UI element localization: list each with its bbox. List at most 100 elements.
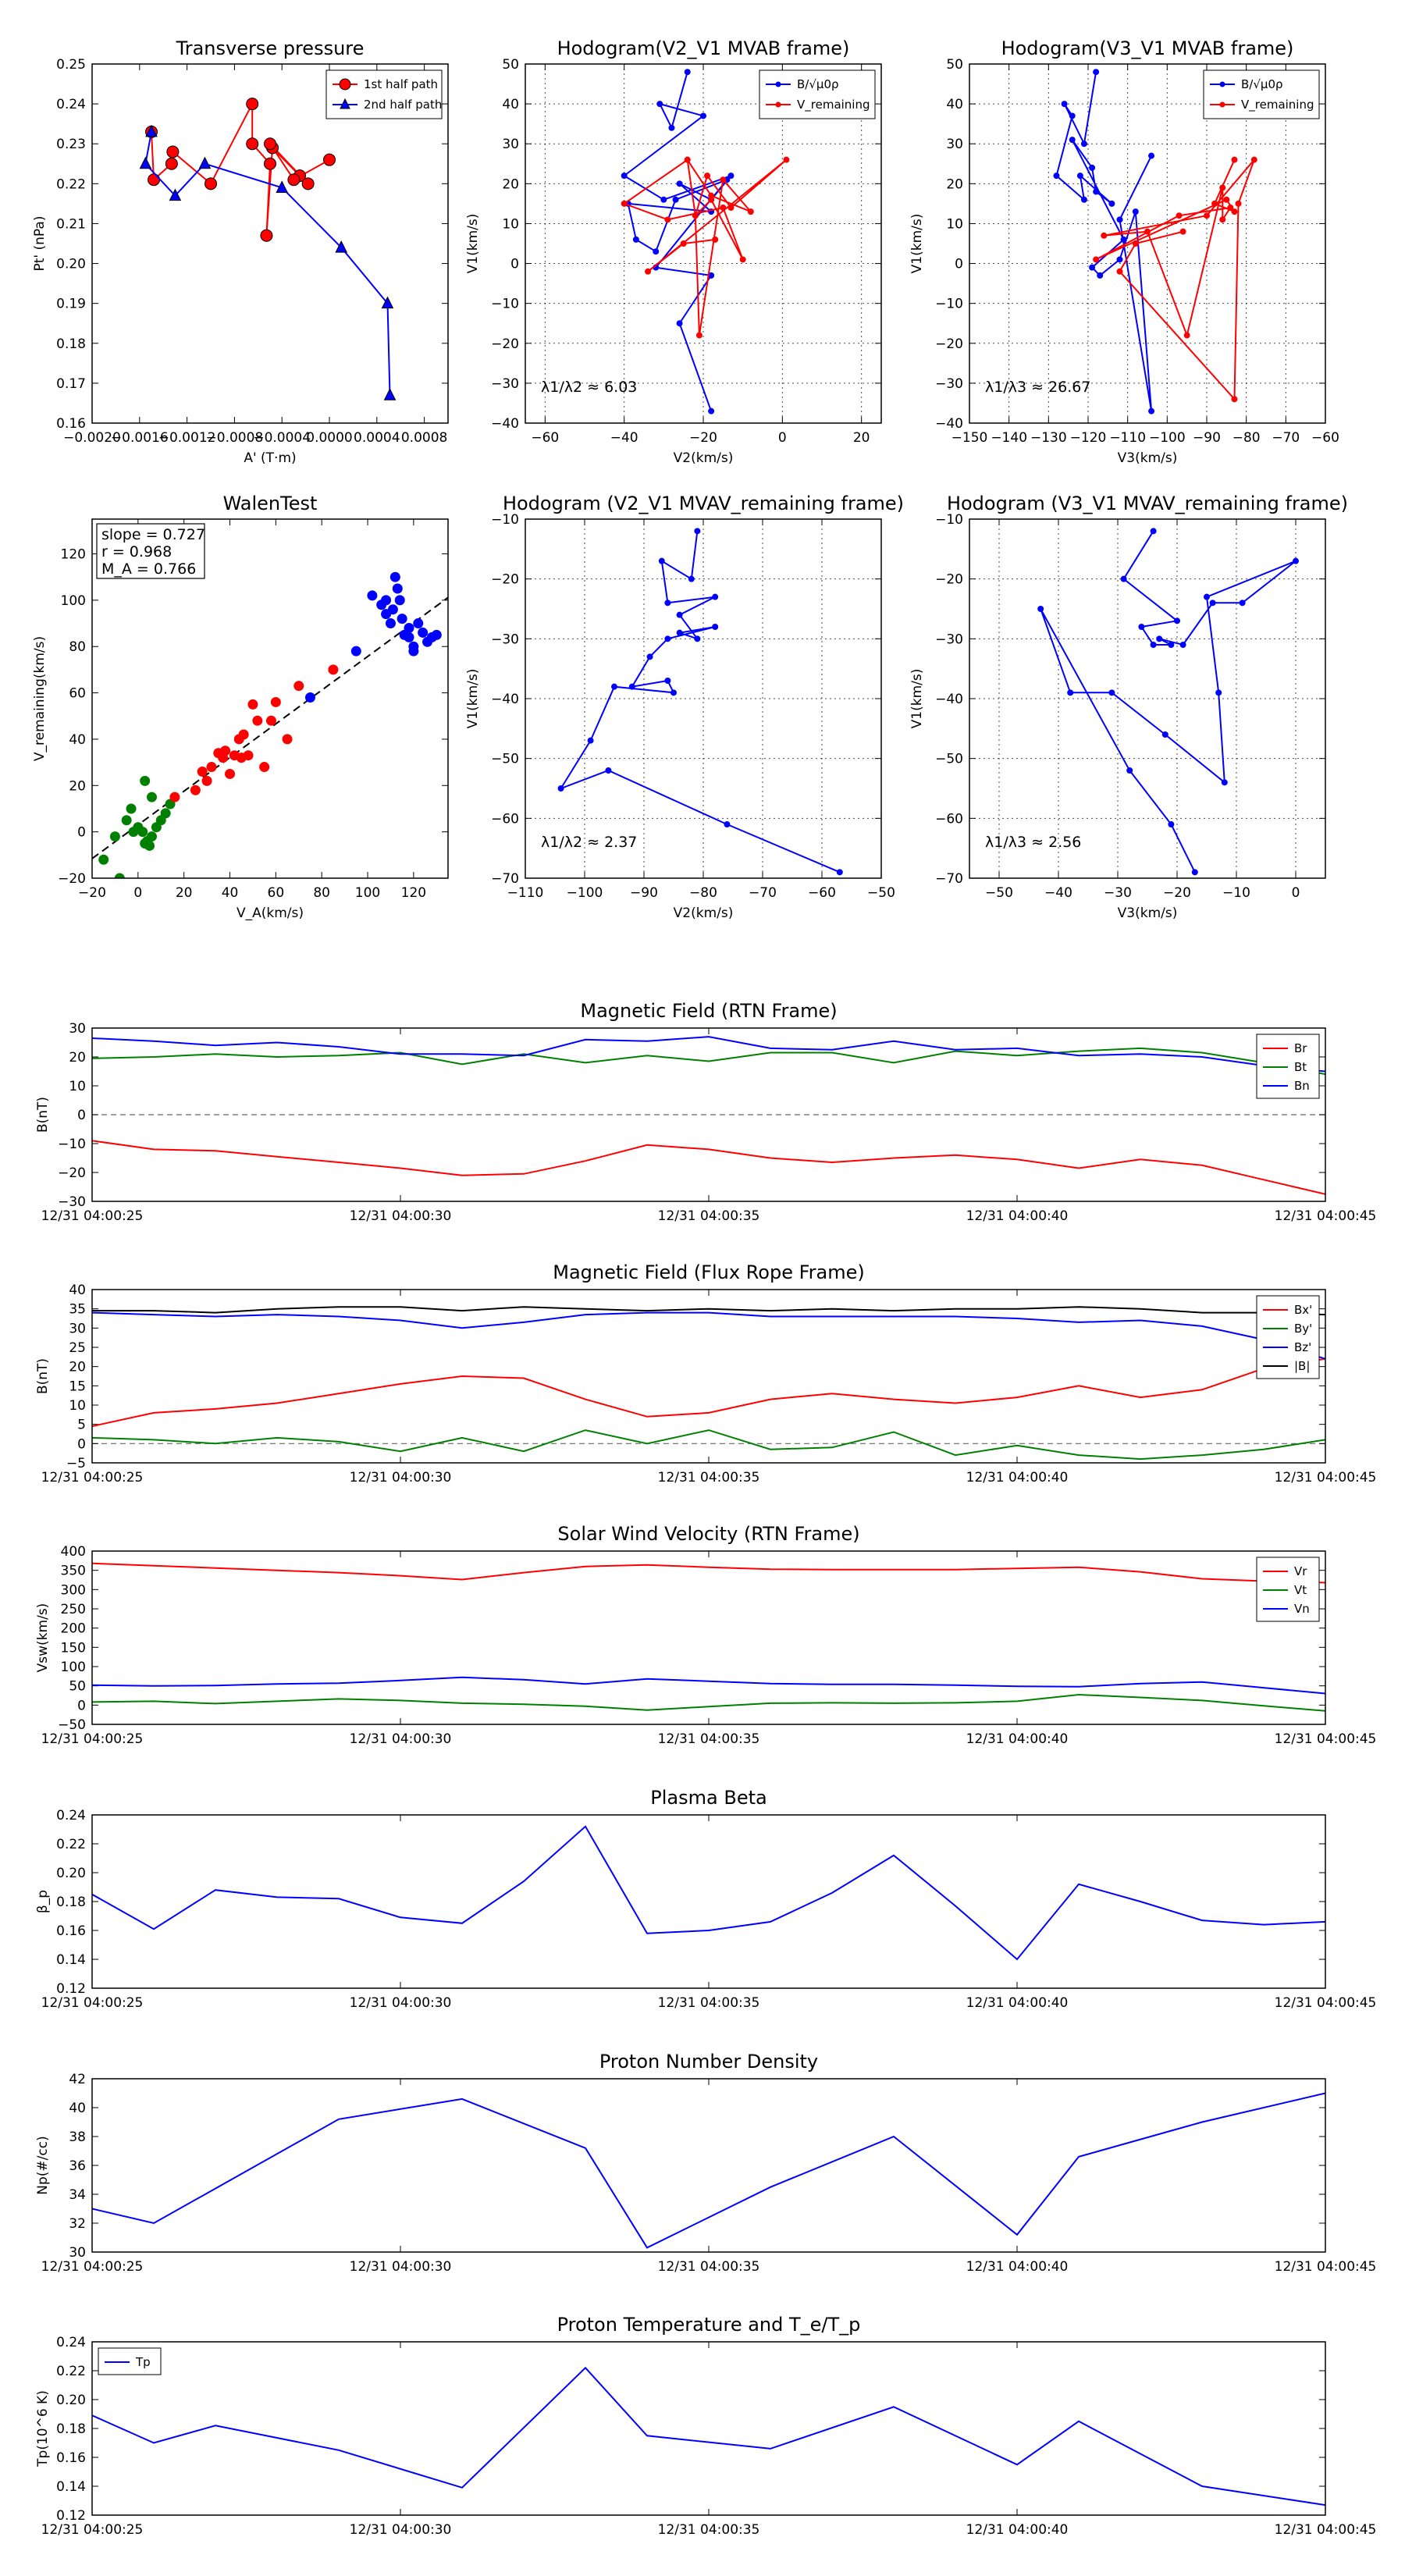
y-tick-label: −40 (935, 416, 963, 432)
data-point (704, 173, 711, 180)
data-point (1132, 240, 1139, 247)
data-point (148, 173, 161, 187)
plot-data (92, 1562, 1325, 1712)
data-point (381, 296, 394, 309)
data-point (727, 173, 735, 180)
x-tick-label: 12/31 04:00:35 (658, 1208, 760, 1224)
legend-label: Vn (1294, 1602, 1310, 1616)
chart-title: Hodogram (V2_V1 MVAV_remaining frame) (503, 493, 904, 514)
y-tick-label: 34 (69, 2187, 86, 2203)
legend: B/√μ0ρ V_remaining (759, 69, 876, 119)
legend-label: Bn (1294, 1079, 1310, 1093)
y-tick-label: 0.12 (56, 2508, 86, 2524)
scatter-point (282, 734, 293, 745)
y-tick-label: 0.14 (56, 2479, 86, 2495)
data-point (1211, 200, 1218, 207)
y-tick-label: 30 (69, 1021, 86, 1037)
legend-marker (775, 81, 781, 87)
data-point (688, 575, 695, 582)
scatter-point (328, 664, 339, 675)
scatter-point (385, 618, 396, 629)
data-point (1089, 264, 1096, 271)
stats-line: slope = 0.727 (101, 526, 205, 543)
data-point (1215, 689, 1222, 696)
data-point (1209, 600, 1216, 607)
chart-title: Proton Number Density (599, 2051, 818, 2073)
data-point (605, 767, 612, 774)
scatter-point (259, 762, 270, 773)
chart-title: Magnetic Field (Flux Rope Frame) (553, 1261, 864, 1283)
scatter-point (126, 803, 137, 814)
series-line (92, 1036, 1325, 1073)
scatter-point (252, 715, 263, 726)
legend-marker (340, 98, 350, 109)
y-tick-label: 80 (69, 639, 86, 655)
legend-label: Bx' (1294, 1303, 1312, 1317)
x-tick-label: −60 (808, 885, 836, 901)
data-point (264, 157, 276, 170)
x-tick-label: −40 (1044, 885, 1072, 901)
data-point (692, 212, 699, 219)
y-tick-label: 5 (77, 1418, 86, 1433)
chart-title: WalenTest (223, 493, 318, 514)
y-tick-label: −40 (491, 692, 519, 707)
y-tick-label: 0.25 (56, 57, 86, 73)
y-tick-label: −10 (58, 1137, 86, 1152)
data-point (658, 557, 665, 564)
data-point (712, 593, 719, 600)
legend: 1st half path 2nd half path (325, 69, 443, 119)
y-tick-label: 20 (946, 176, 963, 192)
data-point (724, 821, 731, 827)
x-tick-label: 12/31 04:00:45 (1275, 2522, 1377, 2538)
data-point (1293, 557, 1299, 564)
y-tick-label: −5 (66, 1456, 86, 1471)
x-tick-label: 60 (268, 885, 285, 901)
x-tick-label: −20 (689, 430, 717, 446)
axes-frame (91, 2078, 1326, 2253)
scatter-point (190, 785, 201, 795)
x-tick-label: −40 (610, 430, 638, 446)
x-tick-label: −100 (1149, 430, 1186, 446)
series-line (144, 131, 391, 396)
x-tick-label: −80 (689, 885, 717, 901)
data-point (1221, 779, 1228, 786)
data-point (700, 112, 706, 119)
data-point (645, 268, 652, 275)
data-point (1053, 173, 1060, 180)
series-line (92, 2366, 1325, 2507)
scatter-point (220, 745, 231, 756)
scatter-point (404, 622, 414, 633)
y-tick-label: 0.20 (56, 1866, 86, 1881)
data-point (739, 256, 746, 263)
y-tick-label: 0.22 (56, 2364, 86, 2379)
series-line (92, 1311, 1325, 1360)
legend-label: By' (1294, 1322, 1312, 1336)
x-tick-label: 12/31 04:00:40 (966, 2522, 1069, 2538)
x-tick-label: −10 (1222, 885, 1250, 901)
data-point (260, 229, 273, 242)
y-tick-label: 0 (77, 1436, 86, 1452)
y-tick-label: 10 (502, 216, 519, 232)
data-point (557, 785, 564, 792)
series-line (151, 103, 330, 236)
x-tick-label: 12/31 04:00:30 (350, 1995, 452, 2011)
y-tick-label: −10 (491, 297, 519, 312)
data-point (139, 156, 152, 169)
scatter-point (206, 762, 217, 773)
data-point (676, 320, 683, 327)
x-tick-label: 12/31 04:00:25 (41, 1731, 144, 1747)
data-point (1097, 272, 1104, 279)
data-point (1168, 821, 1175, 827)
stats-box (96, 523, 205, 579)
stats-line: M_A = 0.766 (101, 560, 196, 578)
y-tick-label: −60 (491, 811, 519, 827)
scatter-point (397, 614, 407, 624)
chart-hodo1: Hodogram(V2_V1 MVAB frame) −60 −40 −20 0 20 −4… (465, 37, 882, 466)
x-tick-label: −110 (1109, 430, 1146, 446)
data-point (1179, 228, 1186, 235)
x-tick-label: 0 (1292, 885, 1300, 901)
y-tick-label: 100 (61, 1660, 86, 1675)
legend-label: |B| (1294, 1359, 1310, 1373)
x-tick-label: 12/31 04:00:35 (658, 2259, 760, 2275)
series-line (92, 2092, 1325, 2249)
